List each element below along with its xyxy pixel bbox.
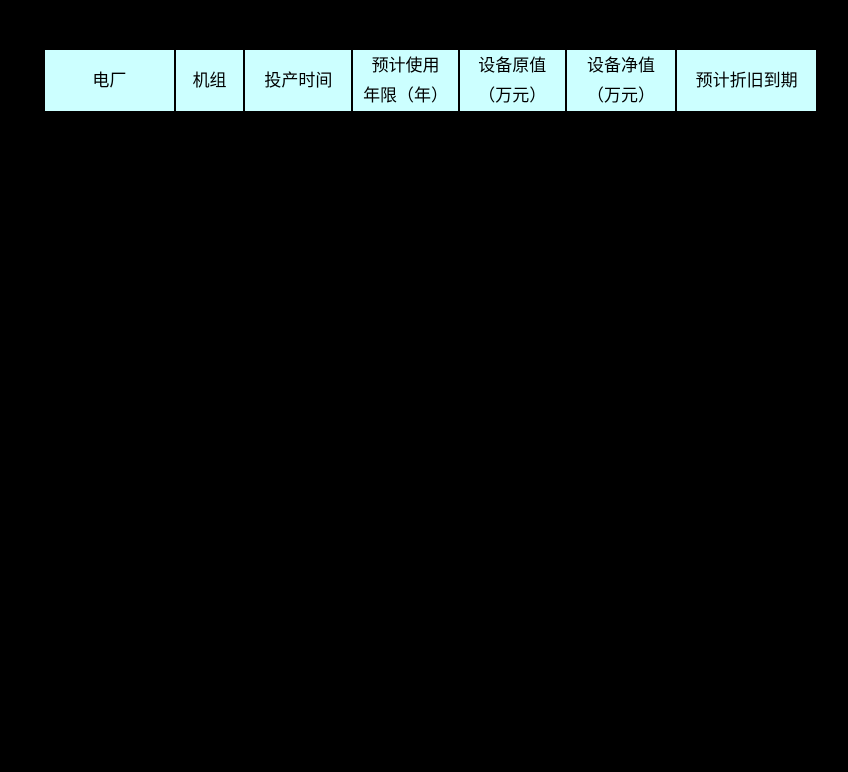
header-cell-equipment-original-value: 设备原值 （万元） <box>459 50 567 111</box>
header-cell-plant: 电厂 <box>45 50 176 111</box>
header-cell-expected-service-life: 预计使用 年限（年） <box>353 50 460 111</box>
header-cell-equipment-net-value: 设备净值 （万元） <box>566 50 678 111</box>
header-cell-unit: 机组 <box>175 50 246 111</box>
header-cell-depreciation-expiry: 预计折旧到期 <box>677 50 816 111</box>
table-header-row: 电厂 机组 投产时间 预计使用 年限（年） 设备原值 （万元） 设备净值 （万元… <box>44 49 817 112</box>
header-cell-commission-date: 投产时间 <box>245 50 354 111</box>
